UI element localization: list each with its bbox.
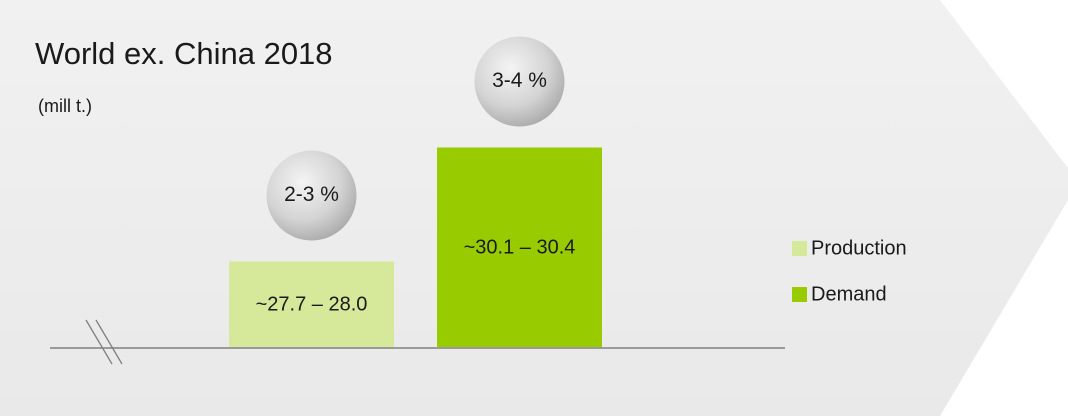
value-label: ~27.7 – 28.0	[256, 294, 368, 316]
growth-bubble	[266, 150, 357, 241]
legend-swatch	[792, 287, 807, 302]
chart-subtitle: (mill t.)	[38, 96, 92, 116]
legend-label: Demand	[811, 283, 887, 305]
value-label: ~30.1 – 30.4	[464, 237, 576, 259]
growth-bubble	[474, 36, 565, 127]
chart-title: World ex. China 2018	[35, 36, 333, 71]
axis-break	[85, 319, 113, 365]
legend-swatch	[792, 241, 807, 256]
axis-break	[95, 319, 123, 365]
growth-label: 2-3 %	[284, 183, 339, 206]
legend-label: Production	[811, 237, 907, 259]
growth-label: 3-4 %	[492, 69, 547, 92]
bar	[437, 147, 602, 347]
bar	[229, 261, 394, 347]
